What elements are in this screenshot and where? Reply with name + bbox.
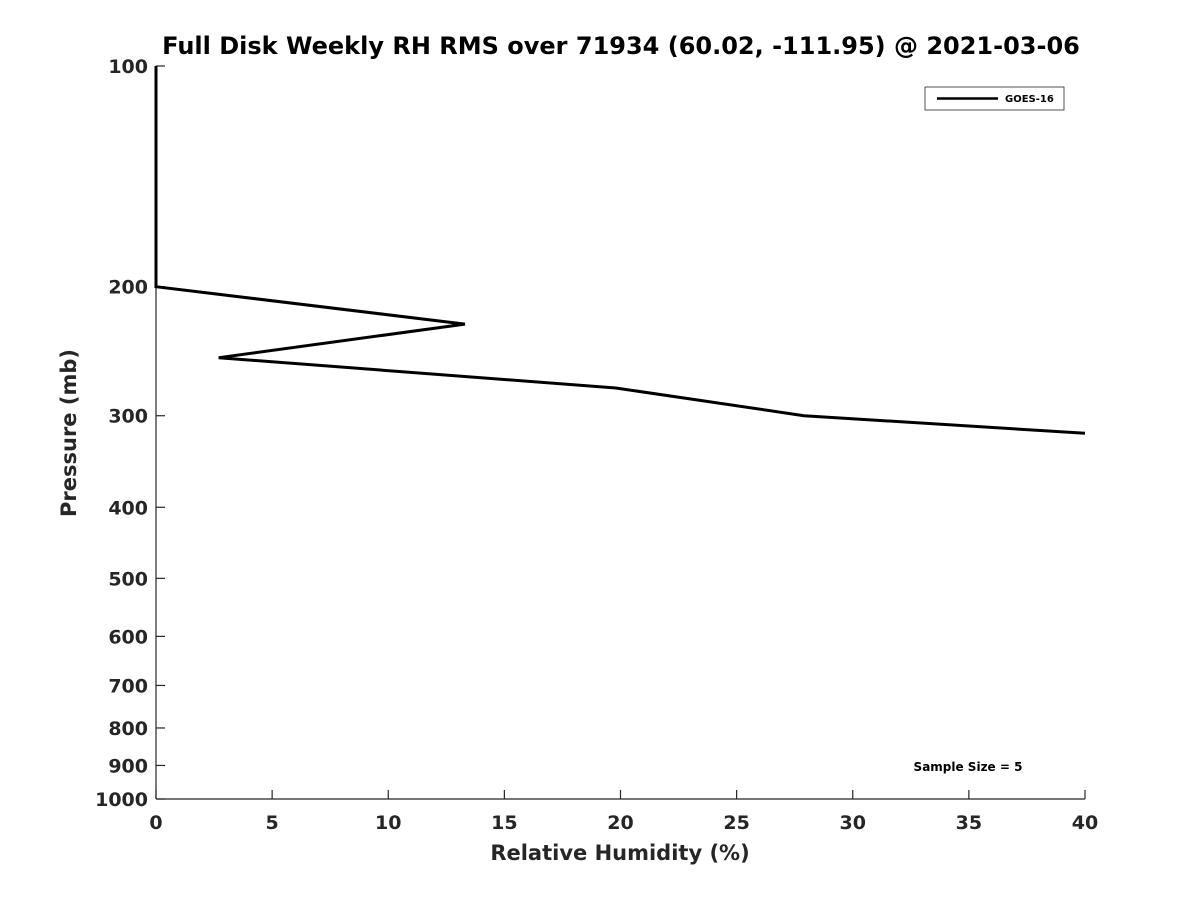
x-tick-label: 20: [607, 812, 633, 834]
x-tick-label: 40: [1072, 812, 1098, 834]
x-tick-label: 25: [723, 812, 749, 834]
y-tick-label: 900: [108, 755, 148, 777]
x-tick-label: 15: [491, 812, 517, 834]
series-layer: [154, 66, 1086, 435]
y-tick-label: 500: [108, 568, 148, 590]
y-tick-label: 600: [108, 626, 148, 648]
y-axis-label: Pressure (mb): [57, 349, 81, 517]
y-tick-label: 400: [108, 497, 148, 519]
legend: GOES-16: [924, 86, 1065, 111]
y-tick-label: 800: [108, 718, 148, 740]
y-tick-label: 100: [108, 56, 148, 78]
y-ticks: 100 200 300 400 500 600 700 800 900 1000: [95, 56, 165, 811]
x-tick-label: 35: [956, 812, 982, 834]
x-ticks: 0 5 10 15 20 25 30 35 40: [149, 790, 1098, 834]
chart-title: Full Disk Weekly RH RMS over 71934 (60.0…: [162, 32, 1080, 60]
x-tick-label: 0: [149, 812, 162, 834]
x-tick-label: 30: [840, 812, 866, 834]
x-tick-label: 10: [375, 812, 401, 834]
y-tick-label: 300: [108, 406, 148, 428]
axes: 0 5 10 15 20 25 30 35 40 100 200 300 400 500 600 700 80…: [95, 56, 1098, 834]
y-tick-label: 1000: [95, 789, 148, 811]
y-tick-label: 200: [108, 277, 148, 299]
legend-label-goes-16: GOES-16: [1005, 94, 1054, 105]
series-line-goes-16: [154, 66, 1086, 435]
x-axis-label: Relative Humidity (%): [490, 841, 749, 865]
sample-size-annotation: Sample Size = 5: [914, 760, 1023, 774]
y-tick-label: 700: [108, 675, 148, 697]
x-tick-label: 5: [266, 812, 279, 834]
